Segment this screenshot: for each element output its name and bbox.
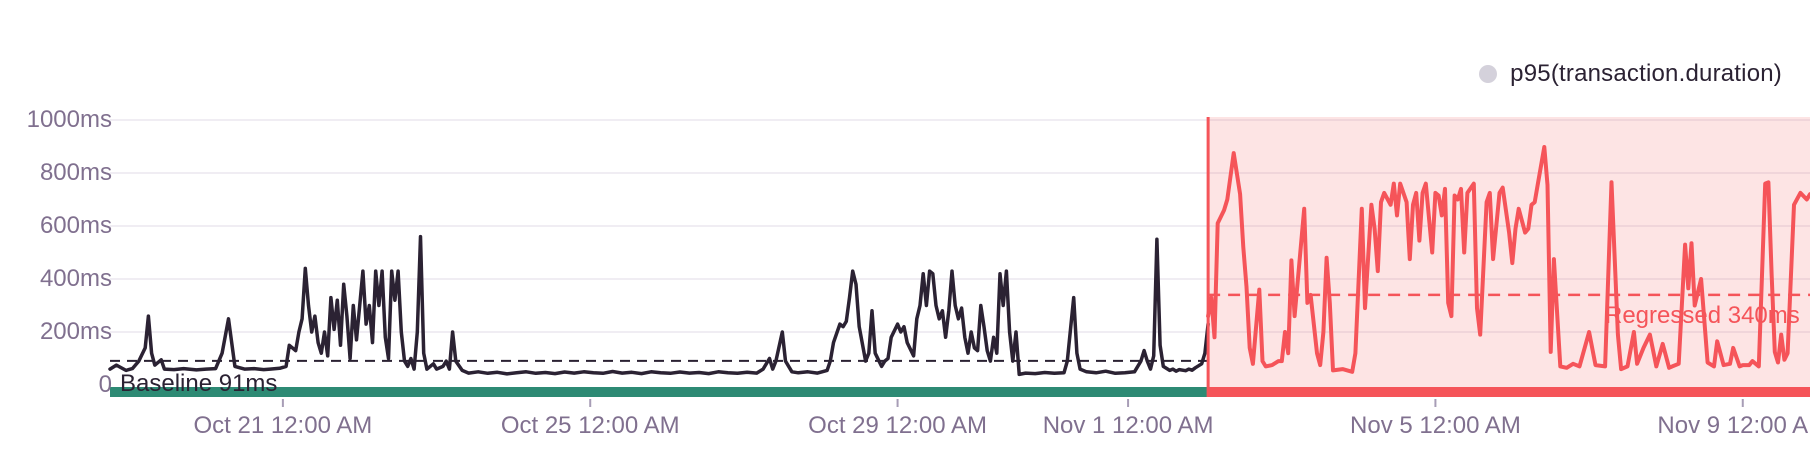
y-tick-label: 400ms (39, 265, 112, 292)
x-tick-label: Oct 21 12:00 AM (193, 412, 373, 439)
regression-region-border (1206, 117, 1210, 397)
regressed-threshold-label: Regressed 340ms (1605, 302, 1800, 329)
x-tick-label: Oct 29 12:00 AM (808, 412, 987, 439)
regression-region (1208, 117, 1810, 397)
legend-item-p95[interactable]: p95(transaction.duration) (1479, 60, 1782, 88)
x-tick-label: Oct 25 12:00 AM (500, 412, 680, 439)
y-tick-label: 1000ms (26, 106, 112, 133)
legend-series-dot-icon (1479, 65, 1498, 83)
baseline-period-bar (110, 387, 1209, 397)
y-tick-label: 600ms (39, 212, 112, 239)
x-tick-label: Nov 5 12:00 AM (1350, 412, 1521, 439)
legend-series-label: p95(transaction.duration) (1510, 60, 1782, 87)
regressed-series-line[interactable] (1206, 145, 1810, 374)
y-tick-label: 0 (98, 371, 112, 398)
baseline-threshold-label: Baseline 91ms (120, 370, 278, 397)
baseline-series-line[interactable] (108, 234, 1210, 377)
regression-period-bar (1208, 387, 1810, 397)
x-tick-label: Nov 9 12:00 AM (1657, 412, 1810, 439)
y-tick-label: 800ms (39, 159, 112, 186)
x-tick-label: Nov 1 12:00 AM (1042, 412, 1214, 439)
y-tick-label: 200ms (39, 318, 112, 345)
